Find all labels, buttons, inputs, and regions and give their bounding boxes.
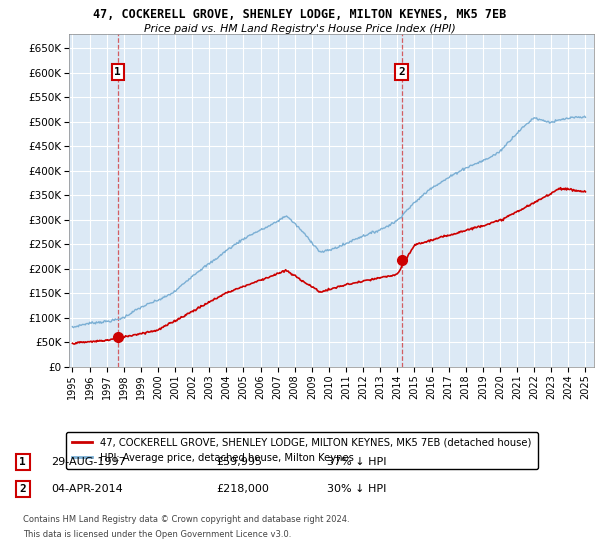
Text: 1: 1 (115, 67, 121, 77)
Text: Price paid vs. HM Land Registry's House Price Index (HPI): Price paid vs. HM Land Registry's House … (144, 24, 456, 34)
Text: £218,000: £218,000 (216, 484, 269, 494)
Text: 47, COCKERELL GROVE, SHENLEY LODGE, MILTON KEYNES, MK5 7EB: 47, COCKERELL GROVE, SHENLEY LODGE, MILT… (94, 8, 506, 21)
Text: 1: 1 (19, 457, 26, 467)
Text: This data is licensed under the Open Government Licence v3.0.: This data is licensed under the Open Gov… (23, 530, 291, 539)
Text: 30% ↓ HPI: 30% ↓ HPI (327, 484, 386, 494)
Text: 37% ↓ HPI: 37% ↓ HPI (327, 457, 386, 467)
Text: 04-APR-2014: 04-APR-2014 (51, 484, 123, 494)
Text: 29-AUG-1997: 29-AUG-1997 (51, 457, 126, 467)
Text: 2: 2 (398, 67, 405, 77)
Legend: 47, COCKERELL GROVE, SHENLEY LODGE, MILTON KEYNES, MK5 7EB (detached house), HPI: 47, COCKERELL GROVE, SHENLEY LODGE, MILT… (67, 432, 538, 469)
Text: Contains HM Land Registry data © Crown copyright and database right 2024.: Contains HM Land Registry data © Crown c… (23, 515, 349, 524)
Text: £59,995: £59,995 (216, 457, 262, 467)
Text: 2: 2 (19, 484, 26, 494)
